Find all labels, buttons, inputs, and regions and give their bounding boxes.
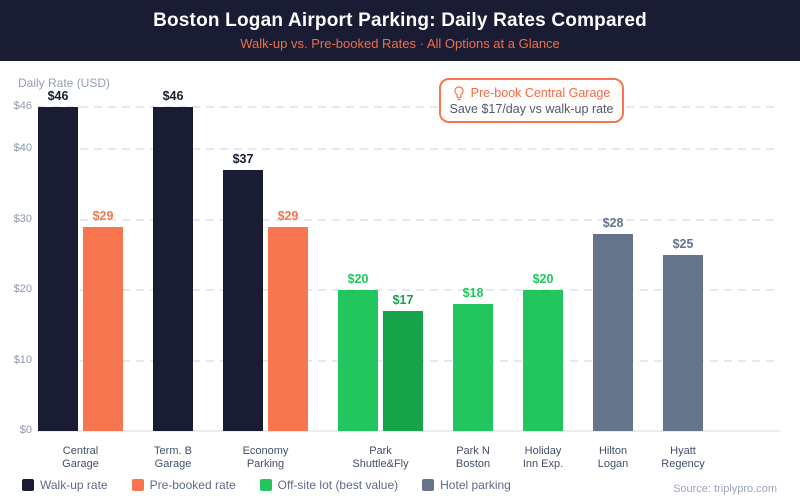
bar-value-label: $18 <box>462 286 484 300</box>
y-tick-label: $10 <box>13 354 32 366</box>
bar-value-label: $46 <box>162 89 184 103</box>
bar-value-label: $20 <box>532 272 554 286</box>
annotation-title-row: Pre-book Central Garage <box>453 85 611 101</box>
gridline <box>38 219 780 221</box>
legend-swatch <box>22 479 34 491</box>
legend-item: Walk-up rate <box>22 478 108 492</box>
category-label-line2: Inn Exp. <box>522 458 564 470</box>
y-tick-label: $30 <box>13 213 32 225</box>
category-label: Park N Boston <box>413 445 533 471</box>
category-label-line1: Term. B <box>154 445 192 457</box>
bar-prebooked <box>83 227 123 431</box>
y-axis-label: Daily Rate (USD) <box>18 76 111 90</box>
page-subtitle: Walk-up vs. Pre-booked Rates · All Optio… <box>240 36 560 51</box>
category-label: Park Shuttle&Fly <box>321 445 441 471</box>
bar-hotel <box>593 234 633 431</box>
bar-value-label: $20 <box>347 272 369 286</box>
bar-offsite <box>523 290 563 431</box>
category-label: Hilton Logan <box>553 445 673 471</box>
bar-value-label: $28 <box>602 216 624 230</box>
category-label-line1: Park N <box>456 445 490 457</box>
category-label-line1: Hilton <box>598 445 628 457</box>
category-label: Economy Parking <box>206 445 326 471</box>
page-title: Boston Logan Airport Parking: Daily Rate… <box>153 10 647 31</box>
bar-walkup <box>153 107 193 431</box>
bar-value-label: $29 <box>92 209 114 223</box>
category-label: Central Garage <box>21 445 141 471</box>
legend-swatch <box>131 479 144 491</box>
category-label-line2: Shuttle&Fly <box>352 458 409 470</box>
category-label: Holiday Inn Exp. <box>483 445 603 471</box>
plot-area: Daily Rate (USD) Pre-book Central Garage… <box>0 61 800 500</box>
category-label-line2: Logan <box>597 458 629 470</box>
category-label-line1: Holiday <box>524 445 562 457</box>
legend-item: Off-site lot (best value) <box>259 478 399 492</box>
legend-label: Off-site lot (best value) <box>277 478 399 492</box>
category-label-line2: Boston <box>455 458 491 470</box>
legend-swatch <box>422 479 435 491</box>
legend-label: Hotel parking <box>440 478 511 492</box>
bar-value-label: $25 <box>672 237 694 251</box>
legend-item: Hotel parking <box>422 478 511 492</box>
gridline <box>38 148 780 150</box>
category-label-line1: Economy <box>242 445 289 457</box>
bar-value-label: $17 <box>392 293 414 307</box>
category-label-line1: Central <box>62 445 99 457</box>
bar-offsite <box>338 290 378 431</box>
bar-walkup <box>223 170 263 431</box>
category-label-line2: Regency <box>661 458 705 470</box>
legend-item: Pre-booked rate <box>131 478 236 492</box>
bar-prebooked <box>268 227 308 431</box>
y-tick-label: $46 <box>13 100 32 112</box>
category-label-line2: Garage <box>154 458 192 470</box>
legend-label: Pre-booked rate <box>149 478 236 492</box>
gridline <box>38 289 780 291</box>
x-axis-line <box>38 430 780 432</box>
y-tick-label: $40 <box>13 142 32 154</box>
annotation-callout: Pre-book Central Garage Save $17/day vs … <box>439 78 624 123</box>
gridline <box>38 106 780 108</box>
legend-label: Walk-up rate <box>40 478 108 492</box>
bar-value-label: $37 <box>232 152 254 166</box>
bar-offsite_best <box>383 311 423 431</box>
y-tick-label: $20 <box>13 283 32 295</box>
annotation-text: Save $17/day vs walk-up rate <box>449 101 614 116</box>
chart-header: Boston Logan Airport Parking: Daily Rate… <box>0 0 800 61</box>
legend: Walk-up rate Pre-booked rate Off-site lot … <box>22 478 511 492</box>
category-label-line1: Hyatt <box>670 445 696 457</box>
category-label-line1: Park <box>369 445 392 457</box>
category-label-line2: Parking <box>246 458 285 470</box>
legend-swatch <box>259 479 272 491</box>
bar-value-label: $29 <box>277 209 299 223</box>
source-credit: Source: triplypro.com <box>673 483 777 495</box>
lightbulb-icon <box>454 85 464 100</box>
bar-hotel <box>663 255 703 431</box>
y-tick-label: $0 <box>19 424 32 436</box>
bar-walkup <box>38 107 78 431</box>
category-label: Hyatt Regency <box>623 445 743 471</box>
bar-offsite <box>453 304 493 431</box>
category-label-line2: Garage <box>62 458 99 470</box>
category-label: Term. B Garage <box>113 445 233 471</box>
bar-value-label: $46 <box>47 89 69 103</box>
annotation-title: Pre-book Central Garage <box>470 86 611 100</box>
